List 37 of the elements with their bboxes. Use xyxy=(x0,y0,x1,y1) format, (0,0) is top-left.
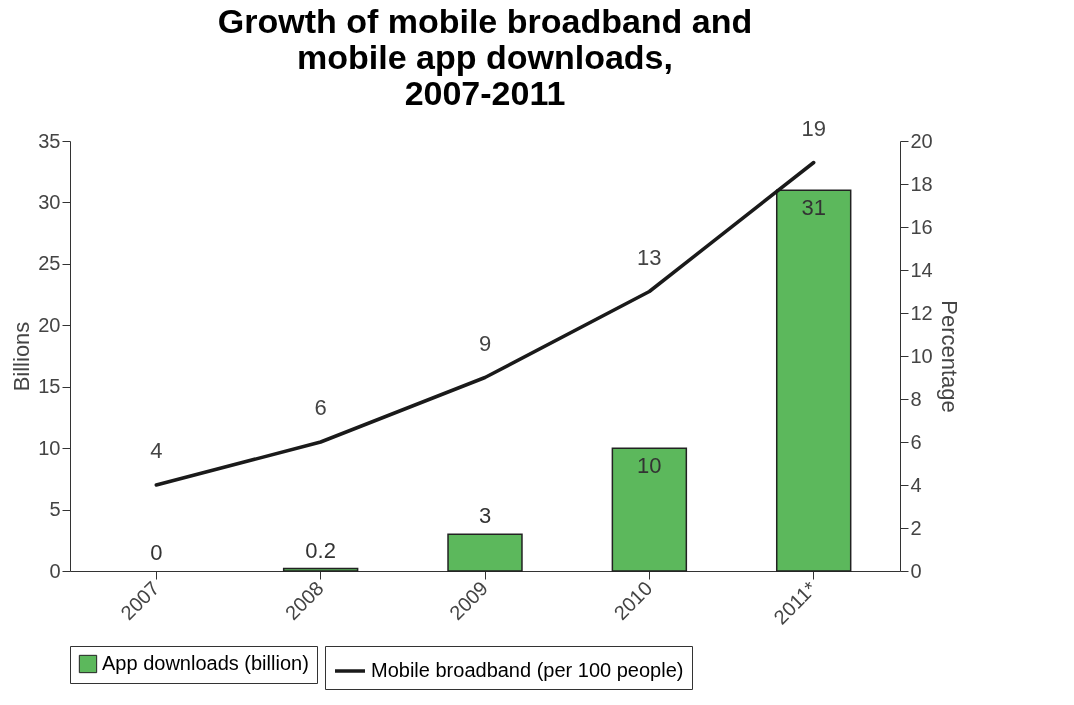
bar xyxy=(447,533,523,572)
y2-tick-label: 14 xyxy=(910,258,933,281)
y2-tick-label: 18 xyxy=(910,172,933,195)
legend-label: Mobile broadband (per 100 people) xyxy=(371,659,684,681)
y2-tick-label: 12 xyxy=(910,301,933,324)
y-tick-label: 30 xyxy=(38,190,61,213)
data-label: 4 xyxy=(150,438,163,463)
bar xyxy=(282,567,359,572)
data-label: 19 xyxy=(801,115,826,141)
data-label: 13 xyxy=(637,244,662,270)
legend-label: App downloads (billion) xyxy=(102,652,309,674)
y2-tick-label: 20 xyxy=(910,129,933,152)
y2-tick-label: 10 xyxy=(910,344,933,367)
y2-tick-label: 4 xyxy=(910,473,922,496)
y2-tick-label: 2 xyxy=(910,516,922,539)
data-label: 6 xyxy=(314,395,327,420)
y2-tick-label: 0 xyxy=(910,559,922,582)
data-label: 0 xyxy=(150,540,163,565)
y2-axis-title: Percentage xyxy=(936,300,962,413)
y-tick-label: 20 xyxy=(38,313,61,336)
data-label: 0.2 xyxy=(305,537,336,563)
data-label: 9 xyxy=(478,330,492,356)
data-label: 3 xyxy=(478,503,492,529)
y-axis-title: Billions xyxy=(9,321,35,392)
y-tick-label: 5 xyxy=(49,498,61,521)
y-tick-label: 35 xyxy=(38,129,61,152)
y-tick-label: 25 xyxy=(38,252,61,275)
bar xyxy=(611,447,688,572)
y-tick-label: 10 xyxy=(38,436,61,459)
y-tick-label: 15 xyxy=(38,375,61,398)
data-label: 31 xyxy=(801,195,826,221)
y-tick-label: 0 xyxy=(49,559,61,582)
y2-tick-label: 8 xyxy=(910,387,922,410)
chart-title: Growth of mobile broadband and mobile app downloads, 2007-2011 xyxy=(217,1,753,112)
y2-tick-label: 6 xyxy=(910,430,922,453)
data-label: 10 xyxy=(637,453,662,479)
y2-tick-label: 16 xyxy=(910,215,933,238)
